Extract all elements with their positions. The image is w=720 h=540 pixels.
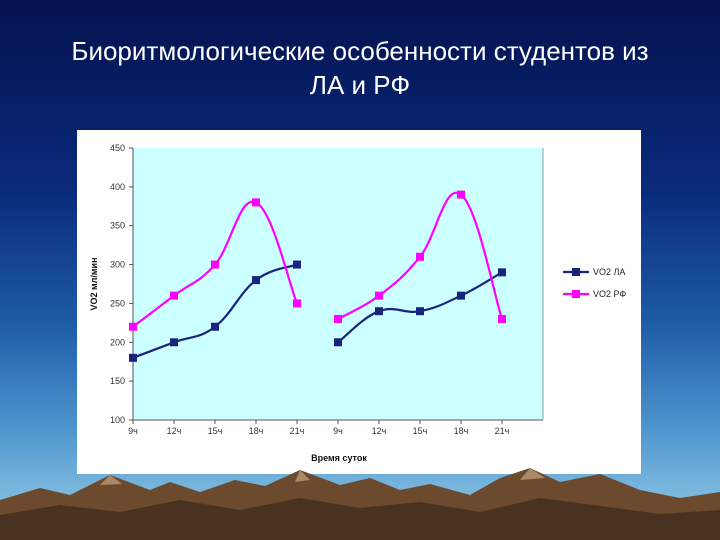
x-tick-label: 15ч	[413, 426, 428, 436]
legend-marker-1	[572, 268, 580, 276]
y-tick-label: 300	[110, 260, 125, 270]
series-point-1	[129, 353, 137, 362]
y-axis-title: VO2 мл/мин	[89, 257, 99, 310]
series-point-2	[170, 291, 178, 300]
legend-label-2: VO2 РФ	[593, 289, 626, 299]
y-tick-label: 100	[110, 415, 125, 425]
slide-title-line-1: Биоритмологические особенности студентов…	[71, 36, 649, 66]
x-tick-label: 18ч	[454, 426, 469, 436]
series-point-2	[129, 322, 137, 331]
legend-label-1: VO2 ЛА	[593, 267, 625, 277]
series-point-2	[457, 190, 465, 199]
y-tick-label: 250	[110, 298, 125, 308]
series-point-2	[334, 314, 342, 323]
x-tick-label: 12ч	[167, 426, 182, 436]
y-tick-label: 450	[110, 143, 125, 153]
x-tick-label: 18ч	[249, 426, 264, 436]
chart-panel: 100 150 200 250 300 350 400 450 9ч 12ч 15ч 18ч 21ч 9…	[77, 130, 641, 474]
plot-area	[133, 148, 543, 420]
x-tick-label: 21ч	[290, 426, 305, 436]
series-point-2	[293, 299, 301, 308]
series-point-1	[252, 276, 260, 285]
series-point-2	[211, 260, 219, 269]
x-tick-label: 12ч	[372, 426, 387, 436]
series-line-2-segment-1	[132, 200, 299, 328]
series-point-1	[334, 338, 342, 347]
series-point-1	[293, 260, 301, 269]
series-point-2	[498, 314, 506, 323]
series-point-2	[252, 198, 260, 207]
vo2-line-chart: 100 150 200 250 300 350 400 450 9ч 12ч 15ч 18ч 21ч 9…	[89, 143, 626, 463]
series-point-2	[416, 252, 424, 261]
slide-title-line-2: ЛА и РФ	[309, 70, 411, 100]
legend-marker-2	[572, 290, 580, 298]
series-point-1	[416, 307, 424, 316]
series-point-1	[457, 291, 465, 300]
y-tick-label: 200	[110, 337, 125, 347]
series-point-1	[498, 268, 506, 277]
series-line-2-segment-2	[337, 191, 504, 320]
series-point-1	[211, 322, 219, 331]
y-tick-label: 150	[110, 376, 125, 386]
y-tick-label: 350	[110, 221, 125, 231]
mountain-silhouette	[0, 468, 720, 540]
x-tick-label: 9ч	[128, 426, 138, 436]
y-tick-label: 400	[110, 182, 125, 192]
series-point-1	[170, 338, 178, 347]
series-point-1	[375, 307, 383, 316]
x-axis-title: Время суток	[311, 453, 367, 463]
x-tick-label: 15ч	[208, 426, 223, 436]
slide-title: Биоритмологические особенности студентов…	[20, 34, 700, 102]
series-point-2	[375, 291, 383, 300]
x-tick-label: 9ч	[333, 426, 343, 436]
x-tick-label: 21ч	[495, 426, 510, 436]
